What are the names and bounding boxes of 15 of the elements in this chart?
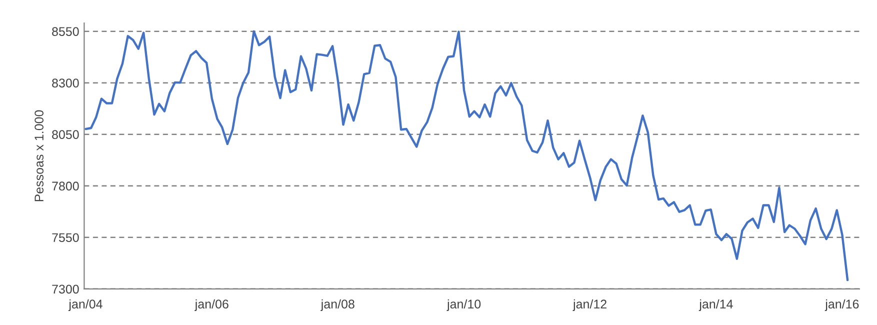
y-tick-label: 8050 [52, 130, 79, 140]
y-tick-label: 8300 [52, 78, 79, 88]
x-tick-label: jan/08 [320, 299, 354, 311]
y-tick-label: 7550 [52, 233, 79, 242]
x-tick-label: jan/04 [68, 299, 102, 311]
line-series [84, 30, 849, 282]
x-tick-label: jan/16 [824, 299, 859, 311]
y-tick-label: 8550 [52, 27, 79, 36]
y-tick-label: 7800 [52, 182, 79, 191]
y-axis-title: Pessoas x 1.000 [34, 110, 44, 202]
x-tick-label: jan/14 [698, 299, 733, 311]
x-tick-label: jan/10 [446, 299, 481, 311]
y-tick-label: 7300 [52, 284, 79, 294]
x-tick-label: jan/12 [572, 299, 606, 311]
x-tick-label: jan/06 [194, 299, 228, 311]
